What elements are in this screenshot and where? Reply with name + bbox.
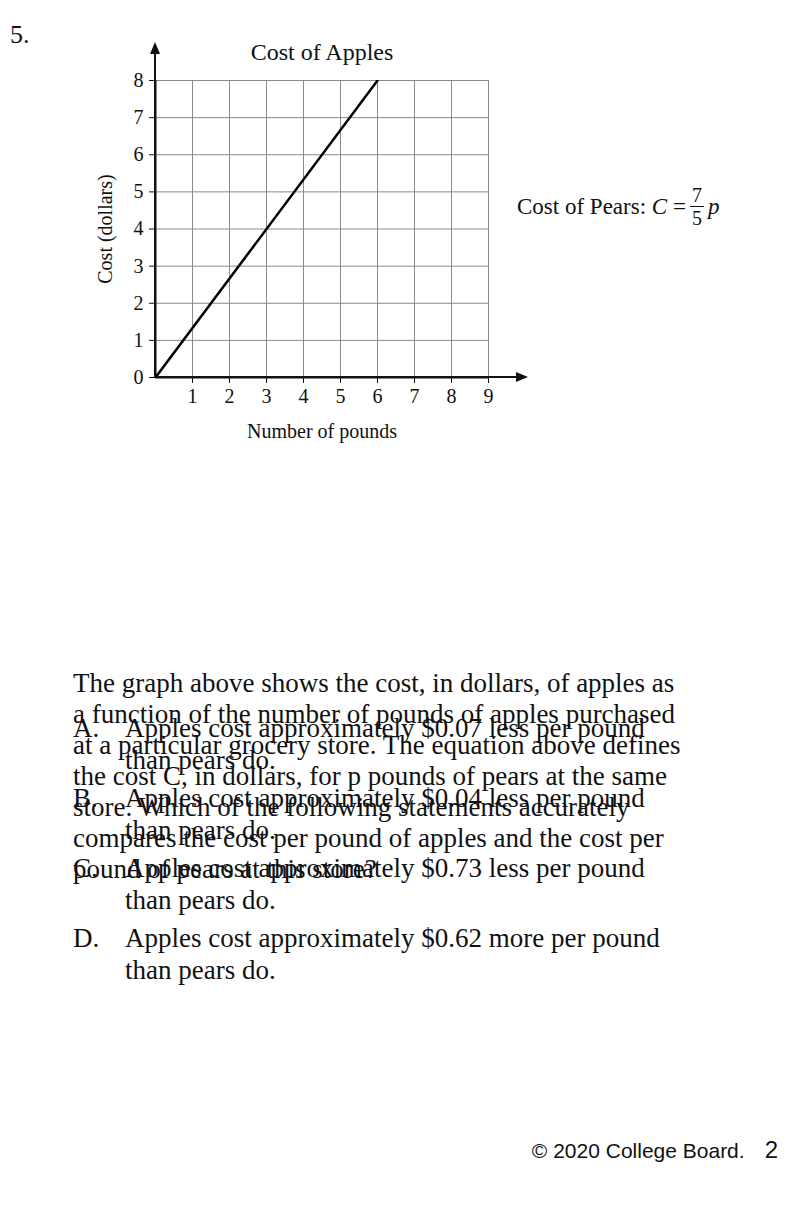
html-text:pound of pears at this store?: pound of pears at this store? <box>73 854 377 884</box>
svg-text:5: 5 <box>134 180 144 202</box>
html-text:Apples cost approximately $0.0: Apples cost approximately $0.07 less per… <box>125 713 645 743</box>
html-text:Cost of Pears: C = 7: Cost of Pears: C = 7 <box>517 184 702 219</box>
html-text:5 p: 5 p <box>691 193 720 229</box>
html-text:A.: A. <box>73 713 100 743</box>
svg-text:7: 7 <box>410 385 420 407</box>
html-text:Apples cost approximately $0.6: Apples cost approximately $0.62 more per… <box>125 923 660 953</box>
svg-text:6: 6 <box>373 385 383 407</box>
html-text:than pears do.: than pears do. <box>125 745 276 775</box>
html-text:© 2020 College Board.: © 2020 College Board. <box>531 1139 745 1162</box>
svg-text:2: 2 <box>225 385 235 407</box>
svg-text:Cost of Apples: Cost of Apples <box>251 39 394 65</box>
svg-text:4: 4 <box>299 385 309 407</box>
svg-text:2: 2 <box>134 292 144 314</box>
svg-text:Cost (dollars): Cost (dollars) <box>94 174 117 283</box>
svg-text:8: 8 <box>447 385 457 407</box>
html-text:C.: C. <box>73 853 98 883</box>
svg-text:9: 9 <box>484 385 494 407</box>
html-text:at a particular grocery store.: at a particular grocery store. The equat… <box>73 730 681 760</box>
svg-text:0: 0 <box>134 366 144 388</box>
html-text:the cost C, in dollars, for p: the cost C, in dollars, for p pounds of … <box>73 761 667 791</box>
html-text:than pears do.: than pears do. <box>125 955 276 985</box>
svg-text:3: 3 <box>262 385 272 407</box>
html-text:a function of the number of po: a function of the number of pounds of ap… <box>73 699 676 729</box>
html-text:store. Which of the following: store. Which of the following statements… <box>73 792 630 822</box>
html-text:Apples cost approximately $0.0: Apples cost approximately $0.04 less per… <box>125 783 645 813</box>
svg-text:1: 1 <box>134 329 144 351</box>
svg-text:1: 1 <box>188 385 198 407</box>
html-text:Apples cost approximately $0.7: Apples cost approximately $0.73 less per… <box>125 853 645 883</box>
svg-text:3: 3 <box>134 255 144 277</box>
svg-text:4: 4 <box>134 217 144 239</box>
html-text:B.: B. <box>73 783 98 813</box>
html-text:2: 2 <box>764 1136 778 1163</box>
html-text:compares the cost per pound of: compares the cost per pound of apples an… <box>73 823 664 853</box>
svg-text:8: 8 <box>134 69 144 91</box>
html-text:The graph above shows the cost: The graph above shows the cost, in dolla… <box>73 668 675 698</box>
html-text:D.: D. <box>73 923 100 953</box>
svg-text:7: 7 <box>134 106 144 128</box>
svg-text:6: 6 <box>134 143 144 165</box>
html-text:than pears do.: than pears do. <box>125 815 276 845</box>
html-text:than pears do.: than pears do. <box>125 885 276 915</box>
html-text:5.: 5. <box>10 20 30 49</box>
svg-text:5: 5 <box>336 385 346 407</box>
svg-text:Number of pounds: Number of pounds <box>247 420 397 443</box>
